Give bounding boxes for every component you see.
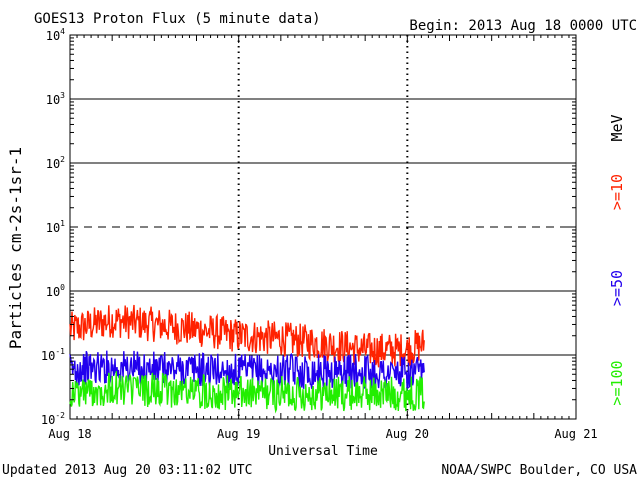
series-line-3 (69, 371, 425, 414)
chart-title: GOES13 Proton Flux (5 minute data) (34, 11, 321, 27)
begin-time: Begin: 2013 Aug 18 0000 UTC (409, 18, 637, 34)
y-tick-label: 101 (46, 219, 65, 235)
y-tick-label: 100 (46, 283, 65, 299)
y-tick-label: 104 (46, 27, 65, 43)
x-tick-label: Aug 20 (386, 427, 429, 441)
x-tick-label: Aug 21 (554, 427, 597, 441)
y-tick-label: 10-2 (41, 411, 65, 427)
series-line-1 (69, 304, 425, 368)
x-tick-label: Aug 19 (217, 427, 260, 441)
y-tick-label: 10-1 (41, 347, 65, 363)
y-axis-label: Particles cm-2s-1sr-1 (6, 147, 25, 349)
legend-entry-3: >=100 (608, 360, 626, 405)
y-axis-label-group: Particles cm-2s-1sr-1 (6, 147, 25, 349)
legend: MeV >=10 >=50 >=100 (608, 114, 626, 405)
x-axis-label: Universal Time (268, 444, 378, 459)
y-tick-label: 102 (46, 155, 65, 171)
y-tick-label: 103 (46, 91, 65, 107)
data-source: NOAA/SWPC Boulder, CO USA (441, 463, 637, 478)
legend-unit: MeV (608, 114, 626, 141)
x-tick-label: Aug 18 (48, 427, 91, 441)
updated-timestamp: Updated 2013 Aug 20 03:11:02 UTC (2, 463, 252, 478)
plot-area: 10-2 10-1 100 101 102 103 104 Aug 18 Aug 19 Aug … (41, 27, 598, 441)
legend-entry-1: >=10 (608, 174, 626, 210)
legend-entry-2: >=50 (608, 270, 626, 306)
